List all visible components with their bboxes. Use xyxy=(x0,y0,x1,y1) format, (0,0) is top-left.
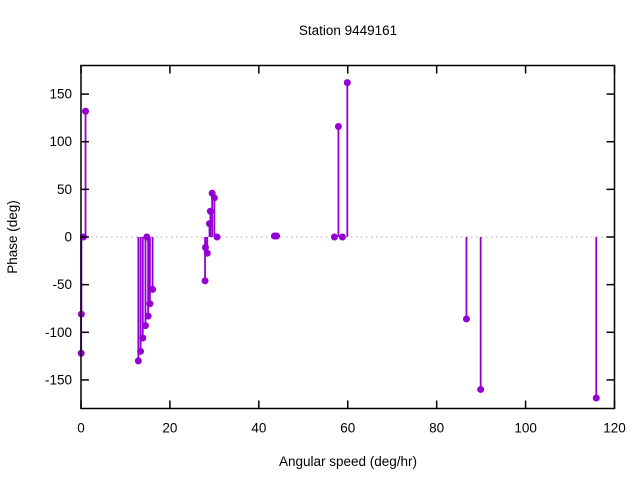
y-tick-label: -150 xyxy=(45,372,72,387)
data-point xyxy=(146,300,154,308)
plot-area: 0 20 40 60 80 100 120 -150 -100 -50 0 50 100 150 xyxy=(45,64,626,436)
data-point xyxy=(206,207,214,215)
data-point xyxy=(82,107,90,115)
x-axis-label: Angular speed (deg/hr) xyxy=(279,454,417,469)
data-point xyxy=(273,232,281,240)
data-point xyxy=(149,285,157,293)
y-tick-label: 0 xyxy=(64,230,72,245)
y-tick-label: 100 xyxy=(49,134,72,149)
y-tick-label: -100 xyxy=(45,325,72,340)
chart-title: Station 9449161 xyxy=(299,23,397,38)
x-tick-label: 80 xyxy=(429,421,444,436)
y-axis-label: Phase (deg) xyxy=(5,200,20,274)
data-point xyxy=(201,277,209,285)
y-tick-label: -50 xyxy=(52,277,72,292)
x-tick-label: 120 xyxy=(603,421,626,436)
x-tick-label: 20 xyxy=(162,421,177,436)
data-point xyxy=(134,357,142,365)
data-point xyxy=(343,79,351,87)
data-point xyxy=(143,233,151,241)
x-tick-label: 0 xyxy=(77,421,85,436)
data-point xyxy=(141,322,149,330)
data-point xyxy=(137,347,145,355)
data-point xyxy=(592,394,600,402)
data-point xyxy=(203,249,211,257)
x-tick-label: 40 xyxy=(251,421,266,436)
data-point xyxy=(139,334,147,342)
data-point xyxy=(477,385,485,393)
y-tick-label: 50 xyxy=(57,182,72,197)
data-point xyxy=(205,220,213,228)
data-point xyxy=(330,233,338,241)
x-tick-label: 100 xyxy=(514,421,537,436)
data-point xyxy=(201,243,209,251)
data-point xyxy=(338,233,346,241)
data-point xyxy=(334,122,342,130)
x-tick-label: 60 xyxy=(340,421,355,436)
y-tick-label: 150 xyxy=(49,87,72,102)
data-point xyxy=(462,315,470,323)
data-point xyxy=(144,312,152,320)
data-point xyxy=(210,194,218,202)
data-point xyxy=(213,233,221,241)
